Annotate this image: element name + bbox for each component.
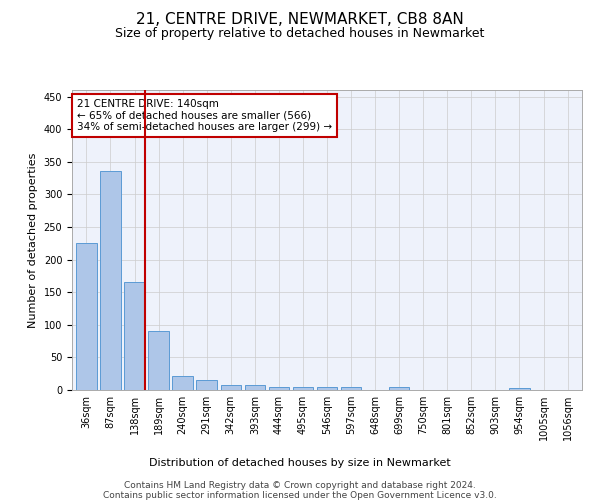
- Text: Distribution of detached houses by size in Newmarket: Distribution of detached houses by size …: [149, 458, 451, 468]
- Y-axis label: Number of detached properties: Number of detached properties: [28, 152, 38, 328]
- Bar: [509, 388, 530, 390]
- Bar: [196, 380, 217, 390]
- Bar: [293, 386, 313, 390]
- Bar: [341, 388, 361, 390]
- Text: 21 CENTRE DRIVE: 140sqm
← 65% of detached houses are smaller (566)
34% of semi-d: 21 CENTRE DRIVE: 140sqm ← 65% of detache…: [77, 99, 332, 132]
- Bar: [124, 282, 145, 390]
- Bar: [269, 386, 289, 390]
- Bar: [100, 171, 121, 390]
- Text: 21, CENTRE DRIVE, NEWMARKET, CB8 8AN: 21, CENTRE DRIVE, NEWMARKET, CB8 8AN: [136, 12, 464, 28]
- Bar: [389, 388, 409, 390]
- Bar: [245, 386, 265, 390]
- Bar: [317, 386, 337, 390]
- Text: Contains public sector information licensed under the Open Government Licence v3: Contains public sector information licen…: [103, 491, 497, 500]
- Text: Size of property relative to detached houses in Newmarket: Size of property relative to detached ho…: [115, 28, 485, 40]
- Bar: [172, 376, 193, 390]
- Bar: [76, 242, 97, 390]
- Bar: [148, 332, 169, 390]
- Bar: [221, 386, 241, 390]
- Text: Contains HM Land Registry data © Crown copyright and database right 2024.: Contains HM Land Registry data © Crown c…: [124, 481, 476, 490]
